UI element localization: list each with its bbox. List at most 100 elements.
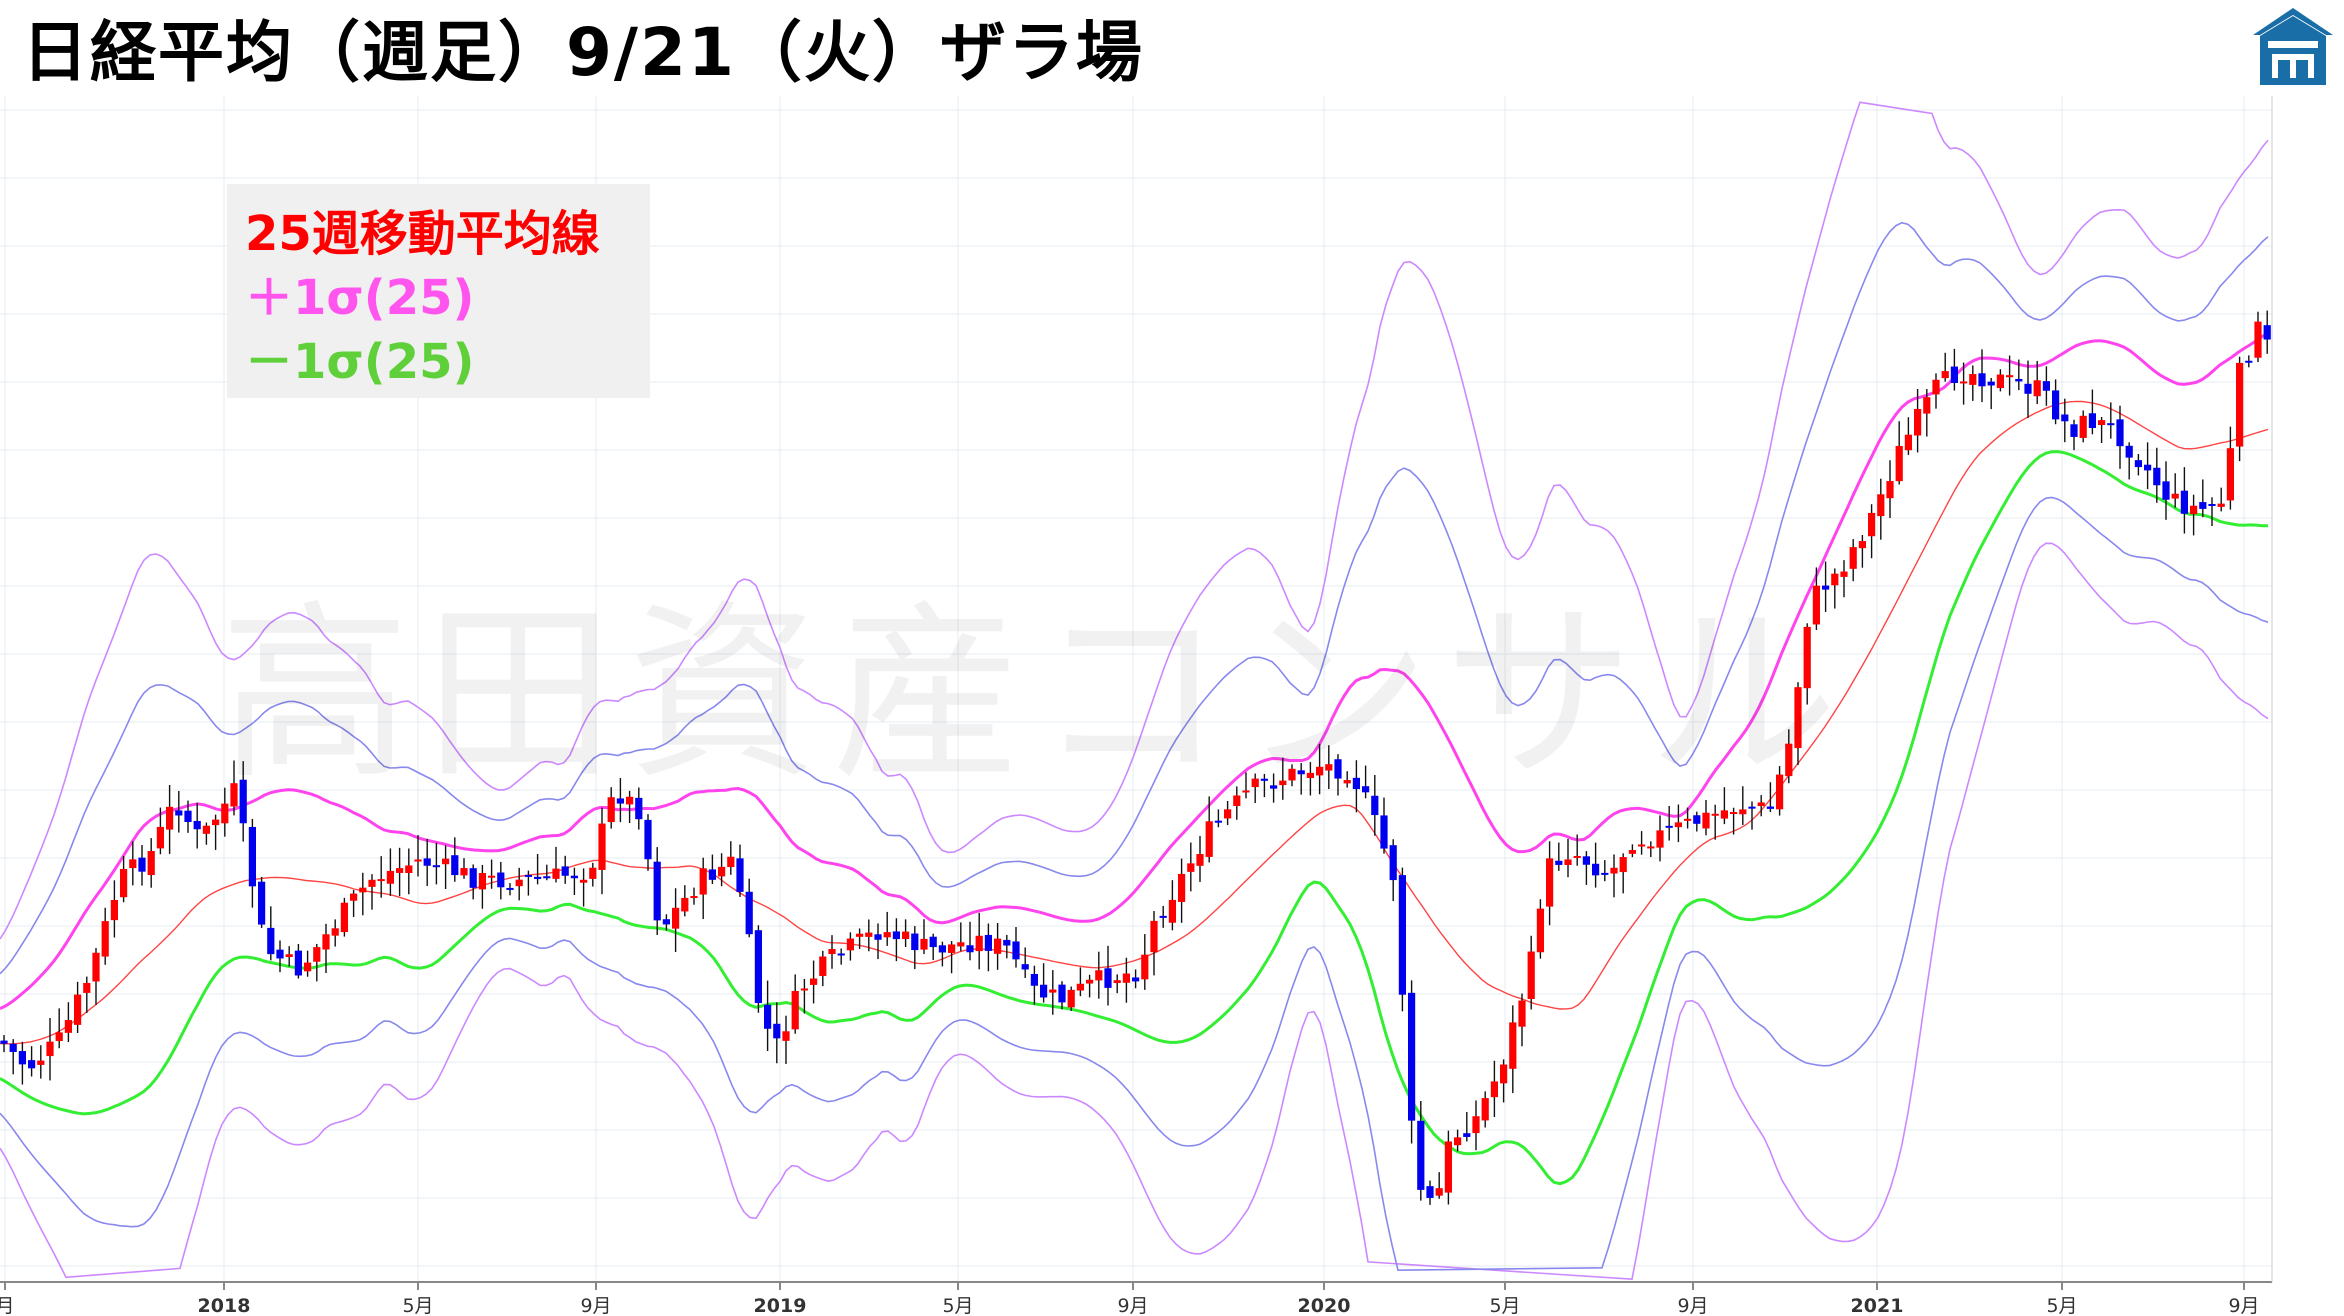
candle-body <box>377 879 385 882</box>
candle-body <box>1693 815 1701 824</box>
candle-body <box>294 950 302 976</box>
candle-body <box>929 936 937 948</box>
candle-body <box>1941 371 1949 379</box>
candle-body <box>1794 687 1802 749</box>
candle-body <box>1619 857 1627 873</box>
candle-body <box>1656 830 1664 848</box>
x-tick-label: 5月 <box>402 1295 433 1316</box>
candle-body <box>46 1041 54 1057</box>
candle-body <box>1003 939 1011 946</box>
candle-body <box>1766 806 1774 809</box>
candle-body <box>2024 383 2032 394</box>
plus1-sigma-line <box>0 331 2269 1011</box>
candle-body <box>1270 785 1278 789</box>
candle-body <box>1426 1186 1434 1198</box>
x-tick-label: 9月 <box>1117 1295 1148 1316</box>
candle-body <box>920 938 928 950</box>
candle-body <box>1224 809 1232 819</box>
candle-body <box>994 938 1002 954</box>
candle-body <box>2226 448 2234 501</box>
candle-body <box>1739 809 1747 815</box>
candle-body <box>736 858 744 892</box>
candle-body <box>865 932 873 937</box>
candle-body <box>1279 780 1287 786</box>
x-tick-label: 9月 <box>1677 1295 1708 1316</box>
candle-body <box>1187 863 1195 872</box>
candle-body <box>754 930 762 1004</box>
candle-body <box>1233 795 1241 807</box>
candle-body <box>1932 379 1940 395</box>
x-tick-label: 9月 <box>580 1295 611 1316</box>
candle-body <box>1858 541 1866 549</box>
candle-body <box>221 803 229 824</box>
candle-body <box>1334 759 1342 779</box>
candle-body <box>561 866 569 876</box>
x-tick-label: 5月 <box>1489 1295 1520 1316</box>
candle-body <box>1490 1081 1498 1098</box>
candle-body <box>1076 983 1084 991</box>
candle-body <box>1904 434 1912 451</box>
candle-body <box>782 1031 790 1041</box>
candle-body <box>1122 973 1130 983</box>
candle-body <box>2070 424 2078 437</box>
candle-body <box>1150 920 1158 953</box>
candle-body <box>55 1032 63 1042</box>
candle-body <box>386 870 394 884</box>
candle-body <box>1711 813 1719 816</box>
candle-body <box>957 942 965 947</box>
candle-body <box>184 810 192 822</box>
candle-body <box>120 868 128 898</box>
candle-body <box>552 868 560 879</box>
x-tick-label: 2019 <box>754 1295 807 1316</box>
candle-body <box>1702 812 1710 829</box>
candle-body <box>1527 951 1535 999</box>
candle-body <box>368 879 376 887</box>
candle-body <box>846 938 854 951</box>
candle-body <box>708 869 716 880</box>
candle-body <box>1196 854 1204 866</box>
candle-body <box>1086 979 1094 984</box>
candle-body <box>1665 825 1673 828</box>
candle-body <box>239 779 247 824</box>
candle-body <box>1380 815 1388 849</box>
plus2-sigma-line <box>0 221 2269 975</box>
candle-body <box>727 856 735 868</box>
candle-body <box>589 867 597 879</box>
chart-title: 日経平均（週足）9/21（火）ザラ場 <box>22 14 1144 91</box>
candle-body <box>92 952 100 982</box>
candle-body <box>138 857 146 872</box>
candle-body <box>147 851 155 876</box>
candle-body <box>1132 977 1140 982</box>
candle-body <box>2052 390 2060 420</box>
candle-body <box>1159 915 1167 918</box>
candle-body <box>442 858 450 865</box>
candle-body <box>2033 380 2041 397</box>
candle-body <box>883 932 891 938</box>
candle-body <box>1362 786 1370 793</box>
candle-body <box>1628 850 1636 854</box>
candle-body <box>166 806 174 830</box>
candle-body <box>1840 571 1848 577</box>
candle-body <box>175 810 183 816</box>
candle-body <box>1868 512 1876 537</box>
candle-body <box>2006 375 2014 378</box>
candle-body <box>1444 1141 1452 1193</box>
candle-body <box>1960 381 1968 384</box>
candle-body <box>1178 873 1186 902</box>
candle-body <box>1564 859 1572 865</box>
candle-body <box>856 933 864 937</box>
candle-body <box>423 858 431 866</box>
candle-body <box>2088 413 2096 429</box>
candle-body <box>258 881 266 925</box>
candle-body <box>1454 1137 1462 1146</box>
candle-body <box>773 1023 781 1039</box>
candle-body <box>2263 325 2271 340</box>
candle-body <box>1306 772 1314 779</box>
x-tick-label: 5月 <box>2046 1295 2077 1316</box>
candle-body <box>515 879 523 887</box>
candle-body <box>1481 1098 1489 1121</box>
x-tick-label: 5月 <box>942 1295 973 1316</box>
minus3-sigma-line <box>0 542 2269 1281</box>
candle-body <box>1104 968 1112 988</box>
candle-body <box>1757 802 1765 806</box>
